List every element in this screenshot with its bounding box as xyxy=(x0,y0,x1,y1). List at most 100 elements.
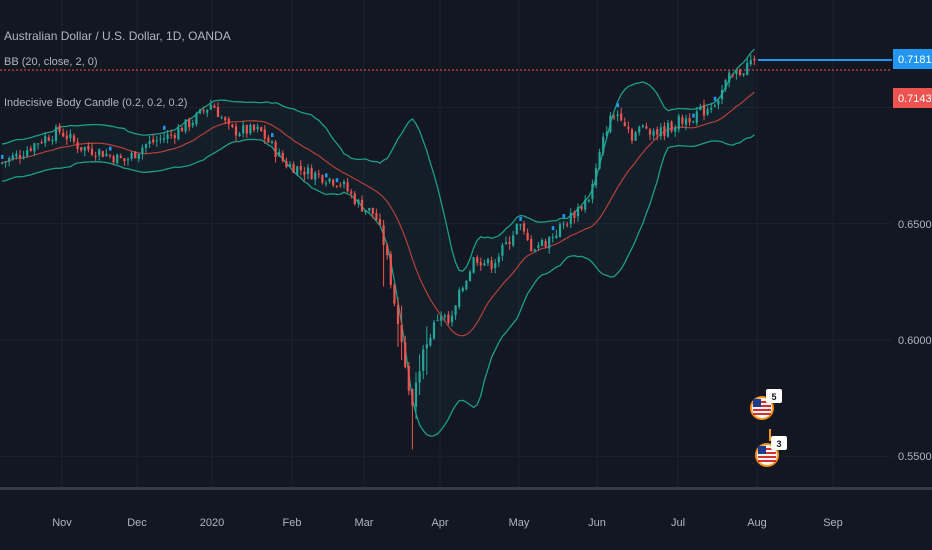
candle-body xyxy=(371,207,374,214)
candle-body xyxy=(616,114,619,117)
candle-body xyxy=(116,154,119,164)
economic-event-flags[interactable]: 53 xyxy=(750,389,787,467)
candle-body xyxy=(285,160,288,168)
candle-body xyxy=(605,131,608,136)
indecision-marker xyxy=(616,103,620,108)
candle-body xyxy=(54,126,58,141)
candle-body xyxy=(220,117,223,119)
candle-body xyxy=(699,106,702,110)
candle-body xyxy=(515,223,518,234)
time-axis[interactable]: Nov Dec 2020 Feb Mar Apr May Jun Jul Aug Sep xyxy=(0,487,932,529)
flag-stripe xyxy=(753,401,771,403)
candle-body xyxy=(486,259,490,264)
candle-body xyxy=(522,223,526,232)
indecision-marker xyxy=(163,125,166,130)
candle-body xyxy=(562,223,565,225)
candle-body xyxy=(224,117,227,121)
candle-body xyxy=(461,288,464,292)
candle-body xyxy=(278,151,281,157)
bb-legend[interactable]: BB (20, close, 2, 0) xyxy=(4,56,98,68)
flag-note: 3 xyxy=(776,439,781,449)
candle-body xyxy=(479,262,482,266)
axis-separator xyxy=(0,487,932,490)
candle-body xyxy=(339,184,342,186)
candle-body xyxy=(602,136,605,153)
candle-body xyxy=(4,161,7,163)
candle-body xyxy=(144,144,148,148)
candle-body xyxy=(134,151,137,159)
candle-body xyxy=(36,143,40,145)
candle-body xyxy=(94,155,97,157)
candle-body xyxy=(288,164,292,167)
candle-body xyxy=(26,150,29,157)
price-badge xyxy=(893,88,932,108)
candle-body xyxy=(292,164,295,173)
candle-body xyxy=(270,141,274,143)
candle-body xyxy=(659,127,662,137)
candle-body xyxy=(22,156,25,159)
candle-body xyxy=(537,245,540,248)
candle-body xyxy=(180,127,184,132)
candle-body xyxy=(202,110,205,112)
candle-body xyxy=(396,305,400,325)
flag-stripe xyxy=(753,409,771,411)
indecision-marker xyxy=(1,154,4,159)
candle-body xyxy=(458,289,461,307)
candle-body xyxy=(638,126,641,133)
candle-body xyxy=(33,143,36,152)
bb-lower xyxy=(1,134,755,437)
candle-body xyxy=(447,314,450,324)
candle-body xyxy=(332,179,335,186)
flag-note: 5 xyxy=(771,392,776,402)
price-badge-label: 0.71432 xyxy=(898,93,932,105)
event-flag[interactable]: 3 xyxy=(755,436,787,467)
x-tick-label: May xyxy=(509,517,530,529)
candle-body xyxy=(508,241,511,244)
event-flag[interactable]: 5 xyxy=(750,389,782,420)
candle-body xyxy=(432,322,436,339)
candle-body xyxy=(540,239,544,246)
candle-body xyxy=(105,153,108,156)
candle-body xyxy=(450,315,454,323)
candle-body xyxy=(317,173,320,175)
candle-body xyxy=(555,235,558,239)
candle-body xyxy=(216,107,220,118)
candle-body xyxy=(72,135,76,142)
candle-body xyxy=(159,138,162,140)
candle-body xyxy=(429,337,432,346)
indecision-marker xyxy=(562,214,566,219)
candle-body xyxy=(155,140,158,142)
candle-body xyxy=(69,133,72,139)
indicator-legend[interactable]: Indecisive Body Candle (0.2, 0.2, 0.2) xyxy=(4,97,188,109)
flag-canton xyxy=(753,399,761,407)
candle-body xyxy=(44,136,47,144)
candle-body xyxy=(713,105,716,108)
candle-body xyxy=(188,118,191,128)
candles xyxy=(0,54,756,450)
candle-body xyxy=(303,171,306,175)
indecision-marker xyxy=(109,146,112,151)
candle-body xyxy=(620,113,623,121)
candle-body xyxy=(504,242,508,245)
candle-body xyxy=(674,127,677,132)
candle-body xyxy=(357,199,360,204)
candle-body xyxy=(738,69,742,76)
candle-body xyxy=(404,342,407,368)
candle-body xyxy=(454,305,457,316)
price-overlays xyxy=(0,59,892,71)
candle-body xyxy=(569,212,572,224)
bb-upper xyxy=(1,48,755,272)
candle-body xyxy=(123,158,126,162)
candle-body xyxy=(368,208,371,211)
candle-body xyxy=(342,181,346,185)
candle-body xyxy=(296,166,299,175)
candle-body xyxy=(591,184,594,200)
candle-body xyxy=(501,245,504,256)
flag-stripe xyxy=(758,448,776,450)
candle-body xyxy=(425,344,428,349)
candle-body xyxy=(724,80,727,90)
candle-body xyxy=(209,104,212,110)
